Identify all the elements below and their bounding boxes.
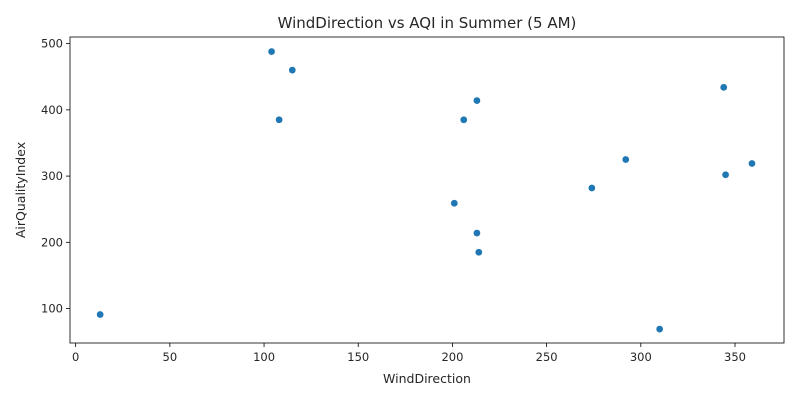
- y-axis: 100 200 300 400 500: [41, 37, 70, 316]
- data-point: [267, 47, 276, 56]
- x-tick-label: 350: [724, 350, 746, 364]
- data-point: [96, 310, 104, 319]
- x-tick-label: 0: [72, 350, 79, 364]
- data-point: [719, 83, 728, 92]
- x-tick-label: 50: [163, 350, 178, 364]
- data-point: [473, 229, 481, 237]
- x-tick-label: 150: [347, 350, 369, 364]
- data-point: [450, 199, 459, 208]
- data-point: [473, 96, 481, 105]
- data-point: [621, 155, 630, 164]
- data-point: [275, 115, 283, 124]
- data-point: [474, 248, 483, 257]
- y-tick-label: 400: [41, 103, 63, 117]
- x-axis: 0 50 100 150 200 250 300 350: [72, 343, 746, 364]
- data-points: [96, 47, 756, 333]
- data-point: [459, 115, 468, 124]
- y-axis-label: AirQualityIndex: [13, 142, 28, 238]
- y-tick-label: 500: [41, 37, 63, 51]
- y-tick-label: 300: [41, 169, 63, 183]
- x-tick-label: 100: [253, 350, 275, 364]
- data-point: [721, 170, 730, 179]
- x-tick-label: 250: [536, 350, 558, 364]
- plot-area-frame: [69, 36, 785, 344]
- x-axis-label: WindDirection: [383, 371, 471, 386]
- x-tick-label: 300: [630, 350, 652, 364]
- data-point: [655, 325, 664, 333]
- data-point: [288, 66, 297, 74]
- data-point: [587, 184, 596, 192]
- x-tick-label: 200: [441, 350, 463, 364]
- data-point: [748, 159, 756, 168]
- chart-title: WindDirection vs AQI in Summer (5 AM): [278, 14, 577, 32]
- y-tick-label: 200: [41, 235, 63, 249]
- y-tick-label: 100: [41, 302, 63, 316]
